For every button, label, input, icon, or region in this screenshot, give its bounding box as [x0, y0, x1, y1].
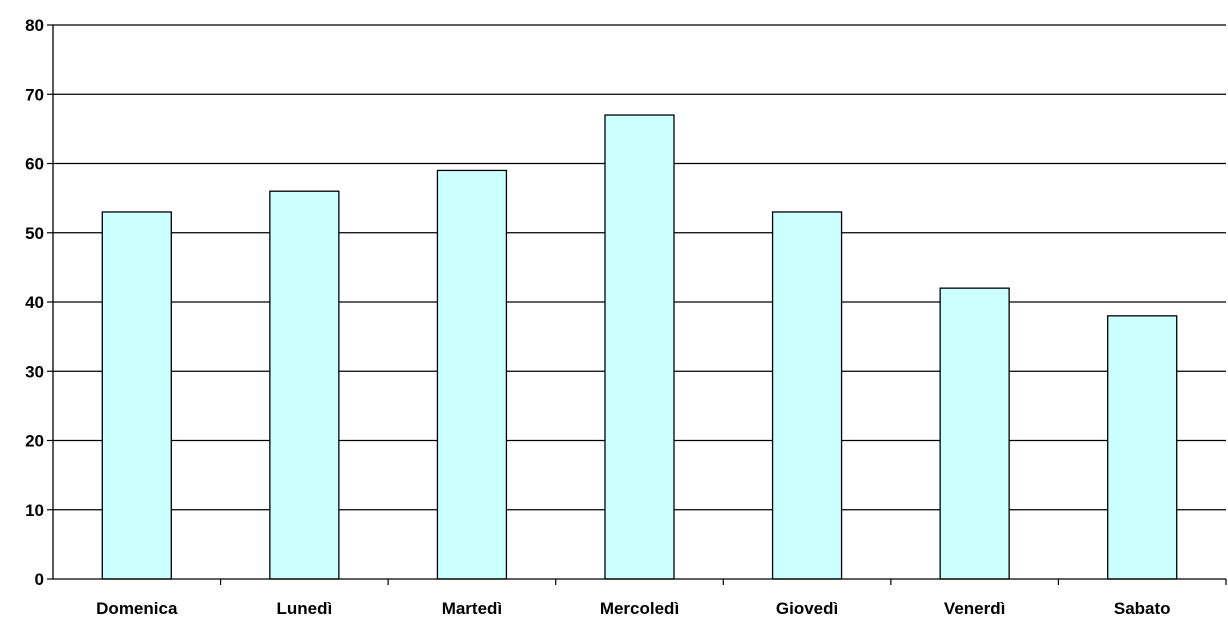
y-tick-label: 70 — [25, 85, 44, 104]
y-tick-label: 30 — [25, 362, 44, 381]
x-category-label: Giovedì — [776, 599, 838, 618]
y-tick-label: 60 — [25, 155, 44, 174]
bars — [101, 114, 1178, 580]
axes — [47, 24, 1227, 585]
bar-martedì — [436, 169, 508, 580]
y-tick-label: 40 — [25, 293, 44, 312]
bar-sabato — [1107, 315, 1178, 580]
x-category-label: Venerdì — [944, 599, 1005, 618]
x-category-label: Sabato — [1114, 599, 1171, 618]
y-tick-label: 80 — [25, 16, 44, 35]
bar-venerdì — [939, 287, 1010, 580]
bar-giovedì — [771, 211, 843, 580]
y-tick-label: 20 — [25, 432, 44, 451]
x-category-labels: Domenica Lunedì Martedì Mercoledì Giovedì Ven… — [96, 599, 1170, 618]
bar-domenica — [101, 211, 172, 580]
x-category-label: Domenica — [96, 599, 178, 618]
x-category-label: Martedì — [442, 599, 502, 618]
bar-lunedì — [269, 190, 340, 580]
bar-mercoledì — [604, 114, 675, 580]
y-tick-label: 0 — [35, 570, 44, 589]
x-category-label: Lunedì — [276, 599, 332, 618]
x-category-label: Mercoledì — [600, 599, 679, 618]
y-tick-label: 50 — [25, 224, 44, 243]
y-tick-labels: 0 10 20 30 40 50 60 70 80 — [25, 16, 44, 589]
y-tick-label: 10 — [25, 501, 44, 520]
